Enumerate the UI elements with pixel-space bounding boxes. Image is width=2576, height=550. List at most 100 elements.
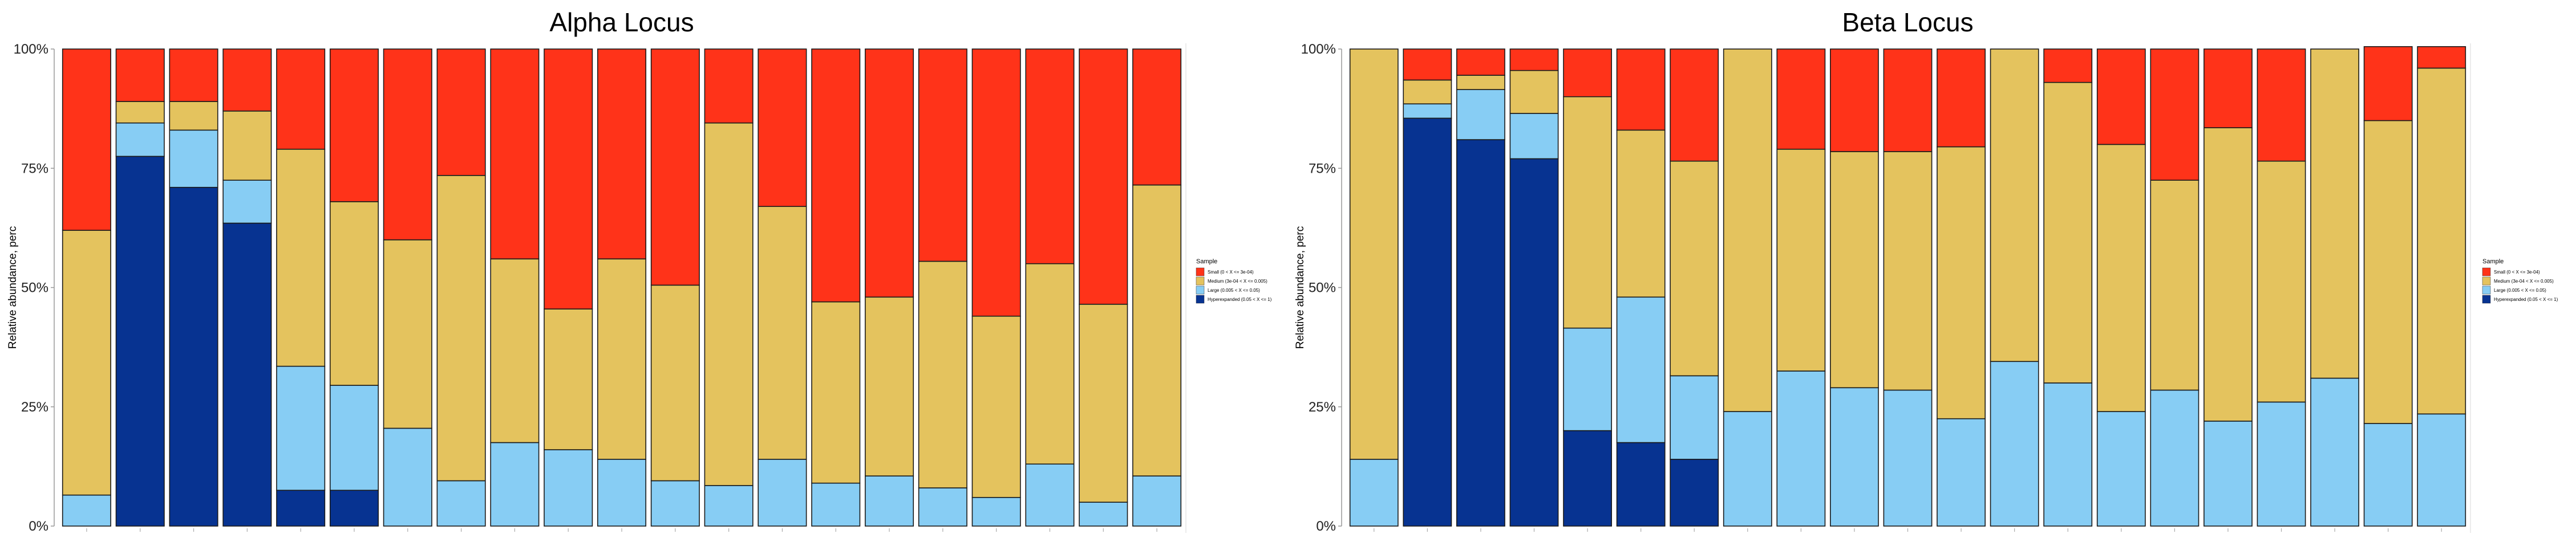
bar-segment-medium — [1132, 184, 1182, 476]
bar-segment-small — [2096, 48, 2146, 145]
bar-segment-large — [865, 475, 914, 527]
bar-segment-hyperexpanded — [169, 186, 218, 527]
bar-segment-small — [1883, 48, 1933, 152]
bar-segment-hyperexpanded — [329, 490, 379, 527]
bar-segment-large — [1349, 459, 1399, 527]
y-tick-label: 75% — [21, 161, 48, 176]
bar-segment-medium — [2150, 180, 2200, 391]
legend-swatch — [2482, 267, 2491, 276]
bar-segment-small — [1509, 48, 1559, 71]
bar-segment-medium — [490, 258, 540, 443]
bar-segment-small — [2417, 46, 2466, 69]
bar-segment-large — [2096, 411, 2146, 527]
bar-segment-medium — [811, 301, 861, 484]
legend-swatch — [1196, 267, 1205, 276]
y-axis-label: Relative abundance, perc — [7, 226, 19, 349]
bar-segment-large — [2043, 382, 2093, 527]
y-tick-label: 75% — [1309, 161, 1336, 176]
bar-segment-large — [2363, 423, 2413, 527]
bar-segment-large — [811, 482, 861, 527]
y-tick-label: 100% — [14, 42, 48, 57]
bar-segment-large — [758, 459, 807, 527]
bar-segment-small — [1403, 48, 1452, 81]
bar-segment-small — [2043, 48, 2093, 83]
bar-segment-large — [971, 496, 1021, 527]
bar-segment-large — [276, 365, 326, 491]
legend-label: Medium (3e-04 < X <= 0.005) — [1208, 279, 1267, 284]
legend-label: Medium (3e-04 < X <= 0.005) — [2494, 279, 2554, 284]
bar-segment-small — [1456, 48, 1505, 76]
bar-segment-medium — [1830, 151, 1879, 389]
legend-title: Sample — [1196, 258, 1217, 265]
bar-segment-large — [1132, 475, 1182, 527]
bar-segment-large — [2204, 421, 2253, 527]
bar-segment-large — [1509, 113, 1559, 160]
bar-segment-small — [1670, 48, 1719, 162]
bar-segment-small — [436, 48, 486, 176]
bar-segment-medium — [2257, 160, 2306, 403]
bar-segment-small — [1776, 48, 1826, 150]
bar-segment-medium — [650, 284, 700, 482]
bar-segment-medium — [1616, 129, 1666, 298]
y-tick-label: 25% — [21, 400, 48, 415]
bar-segment-small — [650, 48, 700, 286]
bar-segment-small — [758, 48, 807, 207]
bar-segment-hyperexpanded — [1403, 117, 1452, 527]
y-axis-label: Relative abundance, perc — [1294, 226, 1306, 349]
bar-segment-medium — [1025, 263, 1075, 465]
bar-segment-large — [1937, 418, 1986, 527]
bar-segment-medium — [1776, 148, 1826, 372]
bar-segment-hyperexpanded — [1670, 459, 1719, 527]
bar-segment-medium — [704, 122, 754, 486]
bar-segment-medium — [1990, 48, 2039, 362]
bar-segment-large — [2417, 413, 2466, 527]
bar-segment-large — [2257, 401, 2306, 527]
bar-segment-large — [115, 122, 165, 157]
bar-segment-medium — [1670, 160, 1719, 377]
bar-segment-hyperexpanded — [1616, 442, 1666, 527]
bar-segment-hyperexpanded — [276, 490, 326, 527]
bar-segment-medium — [169, 101, 218, 131]
bar-segment-large — [329, 385, 379, 491]
bar-segment-large — [169, 129, 218, 188]
legend-swatch — [1196, 286, 1205, 295]
y-tick-label: 100% — [1301, 42, 1336, 57]
bar-segment-medium — [2096, 144, 2146, 412]
bar-segment-medium — [2363, 120, 2413, 424]
bar-segment-medium — [1937, 146, 1986, 419]
bar-segment-small — [865, 48, 914, 298]
bar-segment-small — [2150, 48, 2200, 181]
bar-segment-small — [2257, 48, 2306, 162]
bar-segment-medium — [758, 206, 807, 460]
bar-segment-small — [276, 48, 326, 150]
bar-segment-small — [2363, 46, 2413, 121]
bar-segment-large — [1883, 389, 1933, 527]
bar-segment-medium — [1456, 75, 1505, 90]
bar-segment-small — [1616, 48, 1666, 131]
bar-segment-medium — [329, 201, 379, 386]
legend-label: Large (0.005 < X <= 0.05) — [2494, 288, 2546, 293]
y-tick-label: 50% — [21, 280, 48, 296]
bar-segment-small — [1563, 48, 1612, 97]
bar-segment-large — [1990, 361, 2039, 527]
bar-segment-small — [1025, 48, 1075, 264]
legend-label: Small (0 < X <= 3e-04) — [1208, 270, 1254, 275]
bar-segment-medium — [62, 230, 111, 496]
bar-segment-medium — [971, 315, 1021, 498]
legend-swatch — [1196, 295, 1205, 304]
bar-segment-large — [1776, 370, 1826, 527]
bar-segment-hyperexpanded — [1563, 430, 1612, 527]
bar-segment-small — [329, 48, 379, 202]
bar-segment-large — [597, 459, 647, 527]
bar-segment-small — [169, 48, 218, 102]
bar-segment-hyperexpanded — [1509, 158, 1559, 527]
bar-segment-large — [1830, 387, 1879, 527]
bar-segment-large — [1079, 502, 1128, 527]
bar-segment-large — [1723, 411, 1772, 527]
bar-segment-small — [62, 48, 111, 231]
y-tick-label: 0% — [1316, 519, 1336, 534]
legend-swatch — [2482, 295, 2491, 304]
bar-segment-large — [436, 480, 486, 527]
bar-segment-medium — [2043, 82, 2093, 384]
